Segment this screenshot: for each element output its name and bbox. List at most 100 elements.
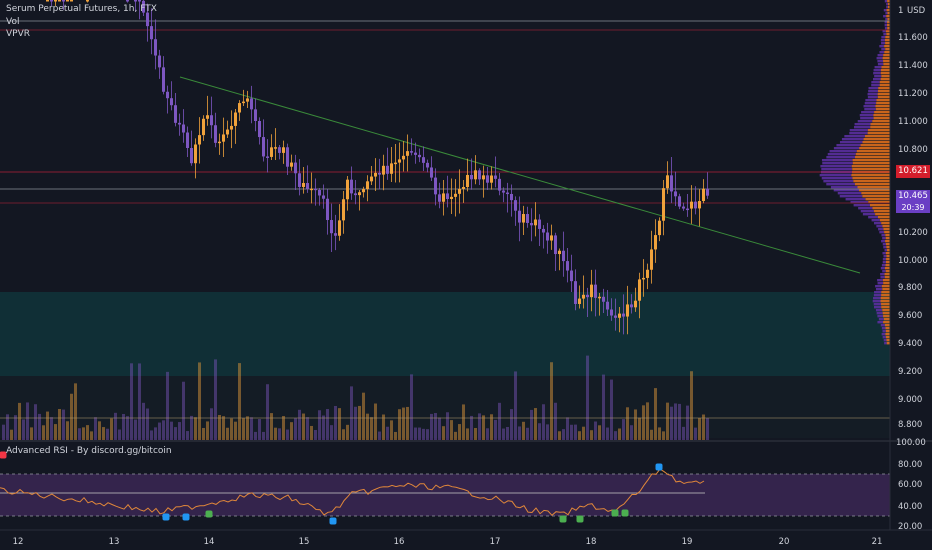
time-axis[interactable]: 12 13 14 15 16 17 18 19 20 21	[13, 537, 883, 547]
vpvr-bar	[879, 51, 885, 54]
candle	[630, 294, 633, 314]
volume-bar	[298, 409, 301, 440]
candle	[418, 148, 421, 163]
price-axis[interactable]: 1 USD 11.600 11.400 11.200 11.000 10.800…	[898, 6, 928, 430]
downtrend-line[interactable]	[179, 76, 861, 274]
rsi-label: 20.00	[898, 522, 922, 532]
vpvr-bar	[883, 15, 887, 18]
vpvr-bar	[881, 234, 886, 237]
volume-bar	[266, 384, 269, 440]
candle	[690, 185, 693, 224]
vpvr-bar	[873, 306, 882, 309]
volume-bar	[558, 431, 561, 440]
vpvr-bar	[882, 288, 890, 291]
volume-bar	[134, 419, 137, 440]
candle	[206, 95, 209, 126]
vpvr-bar	[882, 237, 886, 240]
candle	[254, 98, 257, 132]
red-level-badge: 10.621	[896, 165, 930, 178]
vpvr-bar	[867, 132, 890, 135]
volume-bar	[42, 425, 45, 440]
vpvr-bar	[873, 303, 882, 306]
vpvr-bar	[882, 261, 886, 264]
vpvr-bar	[853, 204, 870, 207]
vpvr-bar	[870, 126, 890, 129]
vpvr-bar	[830, 186, 858, 189]
vpvr-bar	[876, 225, 883, 228]
candle	[426, 159, 429, 173]
rsi-axis[interactable]: 100.00 80.00 60.00 40.00 20.00	[896, 438, 926, 532]
vpvr-bar	[850, 201, 869, 204]
volume-bar	[162, 420, 165, 440]
vpvr-bar	[857, 186, 890, 189]
rsi-indicator-title[interactable]: Advanced RSI - By discord.gg/bitcoin	[6, 446, 172, 456]
candle	[342, 191, 345, 234]
vpvr-bar	[873, 222, 882, 225]
vpvr-bar	[823, 180, 854, 183]
candle	[178, 113, 181, 136]
candle	[542, 225, 545, 249]
candle	[394, 144, 397, 183]
vpvr-bar	[884, 273, 890, 276]
volume-bar	[470, 415, 473, 440]
vpvr-bar	[854, 183, 890, 186]
candle	[170, 81, 173, 111]
vpvr-bar	[885, 336, 890, 339]
candle	[402, 141, 405, 172]
volume-bar	[318, 410, 321, 440]
time-label: 17	[490, 537, 501, 547]
vpvr-bar	[887, 12, 890, 15]
vpvr-bar	[862, 195, 890, 198]
vpvr-bar	[876, 99, 890, 102]
candle	[434, 168, 437, 206]
volume-bar	[478, 413, 481, 440]
vpvr-bar	[867, 129, 890, 132]
volume-bar	[250, 417, 253, 440]
volume-bar	[514, 371, 517, 440]
vpvr-bar	[882, 330, 886, 333]
time-label: 18	[586, 537, 597, 547]
volume-bar	[642, 405, 645, 440]
candle	[450, 178, 453, 214]
candle	[498, 172, 501, 196]
candle	[270, 134, 273, 161]
vpvr-bar	[886, 15, 890, 18]
candle	[234, 108, 237, 144]
indicator-vpvr-label[interactable]: VPVR	[6, 29, 30, 39]
volume-bar	[322, 415, 325, 440]
candle	[182, 109, 185, 143]
candle	[474, 155, 477, 185]
volume-bar	[22, 419, 25, 440]
vpvr-bar	[845, 198, 866, 201]
candle	[610, 298, 613, 321]
chart-title[interactable]: Serum Perpetual Futures, 1h, FTX	[6, 4, 157, 14]
vpvr-bar	[886, 342, 890, 345]
vpvr-bar	[878, 228, 884, 231]
vpvr-bar	[854, 156, 890, 159]
indicator-vol-label[interactable]: Vol	[6, 17, 20, 27]
volume-bar	[302, 413, 305, 440]
vpvr-bar	[881, 240, 886, 243]
price-label: 10.800	[898, 145, 928, 155]
vpvr-bar	[885, 42, 890, 45]
vpvr-bar	[884, 231, 890, 234]
vpvr-bar	[826, 183, 855, 186]
vpvr-bar	[859, 189, 890, 192]
volume-bar	[538, 423, 541, 440]
volume-bar	[326, 409, 329, 440]
candle	[634, 287, 637, 312]
vpvr-bar	[875, 108, 890, 111]
volume-bar	[418, 427, 421, 440]
vpvr-bar	[885, 333, 890, 336]
rsi-signal-marker	[576, 515, 584, 523]
volume-bar	[26, 402, 29, 440]
vpvr-bar	[887, 27, 890, 30]
candle	[318, 187, 321, 206]
vpvr-bar	[881, 42, 886, 45]
volume-bar	[90, 431, 93, 440]
vpvr-bar	[852, 168, 890, 171]
time-label: 12	[13, 537, 24, 547]
rsi-label: 40.00	[898, 502, 922, 512]
vpvr-bar	[868, 216, 878, 219]
